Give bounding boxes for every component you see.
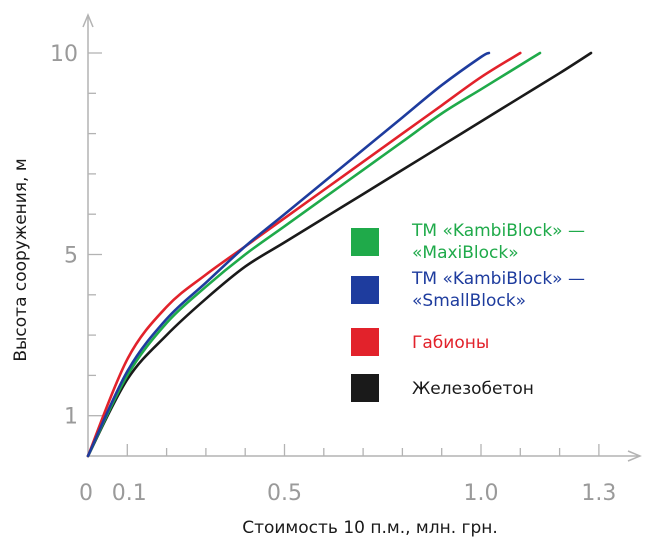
series-line-3 (86, 51, 522, 458)
y-axis-title: Высота сооружения, м (11, 158, 31, 361)
y-tick-label: 1 (64, 405, 78, 430)
x-tick-label: 0.1 (112, 481, 147, 506)
axes (82, 13, 642, 462)
legend-swatch-4 (351, 374, 379, 402)
x-axis-title: Стоимость 10 п.м., млн. грн. (242, 518, 498, 538)
series-lines (86, 51, 593, 458)
legend-label-3: Габионы (412, 333, 489, 353)
ticks: 1 5 10 0 0.1 0.5 1.0 1.3 (50, 42, 616, 506)
legend-swatch-3 (351, 328, 379, 356)
x-axis-arrow (627, 450, 642, 462)
legend-label-2: ТМ «KambiBlock» — «SmallBlock» (411, 269, 585, 311)
series-line-1 (86, 51, 542, 458)
legend-swatch-2 (351, 276, 379, 304)
legend: ТМ «KambiBlock» — «MaxiBlock» ТМ «KambiBlo… (351, 221, 585, 402)
x-tick-label: 0 (79, 481, 93, 506)
legend-label-4: Железобетон (412, 379, 534, 399)
x-tick-label: 1.3 (581, 481, 616, 506)
x-tick-label: 0.5 (267, 481, 302, 506)
series-line-2 (86, 51, 491, 458)
legend-label-1: ТМ «KambiBlock» — «MaxiBlock» (411, 221, 585, 263)
y-axis-arrow (82, 13, 94, 28)
x-tick-label: 1.0 (464, 481, 499, 506)
y-tick-label: 10 (50, 42, 78, 67)
series-line-4 (86, 51, 593, 458)
legend-swatch-1 (351, 228, 379, 256)
y-tick-label: 5 (64, 244, 78, 269)
